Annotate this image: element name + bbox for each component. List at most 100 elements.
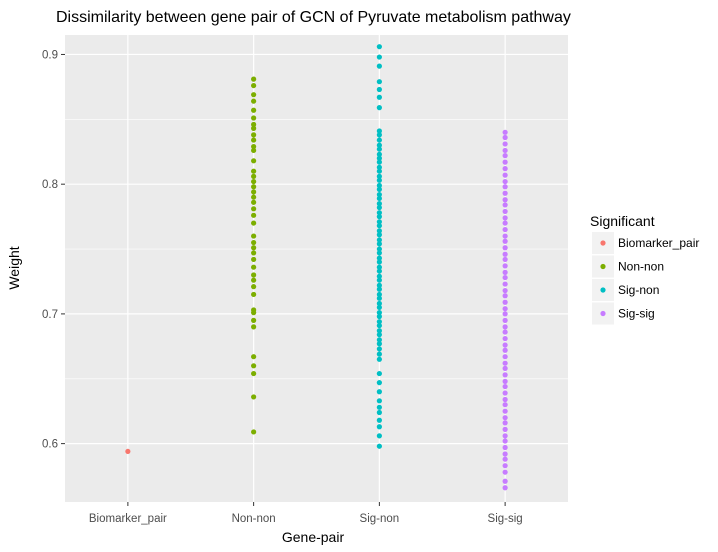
data-point xyxy=(502,153,508,159)
data-point xyxy=(502,233,508,239)
data-point xyxy=(376,300,382,307)
data-point xyxy=(376,142,382,148)
data-point xyxy=(376,128,382,134)
data-point xyxy=(251,245,257,251)
data-point xyxy=(376,310,382,316)
data-point xyxy=(376,443,382,449)
legend-label: Sig-sig xyxy=(618,307,655,321)
data-point xyxy=(376,159,382,165)
legend-label: Non-non xyxy=(618,260,664,274)
data-point xyxy=(376,210,382,216)
data-point xyxy=(502,238,508,244)
data-point xyxy=(376,214,382,220)
data-point xyxy=(502,329,508,335)
data-point xyxy=(502,383,508,390)
data-point xyxy=(502,245,508,251)
data-point xyxy=(376,291,382,298)
data-point xyxy=(376,164,382,170)
data-point xyxy=(376,273,382,279)
data-point xyxy=(251,206,257,212)
data-point xyxy=(376,186,382,192)
data-point xyxy=(502,360,508,366)
data-point xyxy=(251,212,257,218)
data-point xyxy=(376,219,382,225)
data-point xyxy=(125,448,131,455)
axis-ticks: 0.6 0.7 0.8 0.9 Biomarker_pair Non-non Sig-non… xyxy=(42,49,523,525)
data-point xyxy=(251,233,257,239)
data-point xyxy=(376,86,382,93)
data-point xyxy=(376,241,382,247)
data-point xyxy=(376,264,382,270)
data-point xyxy=(502,372,508,378)
data-point xyxy=(376,424,382,430)
data-point xyxy=(376,246,382,252)
data-point xyxy=(376,44,382,50)
data-point xyxy=(251,429,257,435)
data-point xyxy=(376,404,382,410)
data-point xyxy=(376,137,382,143)
data-point xyxy=(502,159,508,165)
data-point xyxy=(251,250,257,256)
data-point xyxy=(376,341,382,347)
data-point xyxy=(502,269,508,275)
data-point xyxy=(502,478,508,484)
data-point xyxy=(376,173,382,179)
data-point xyxy=(251,92,257,98)
data-point xyxy=(376,433,382,439)
x-tick-label: Sig-non xyxy=(360,513,400,525)
data-point xyxy=(251,272,257,278)
data-point xyxy=(502,190,508,196)
data-point xyxy=(251,277,257,283)
data-point xyxy=(251,199,257,205)
data-point xyxy=(376,105,382,111)
data-point xyxy=(502,317,508,323)
data-point xyxy=(376,223,382,229)
data-point xyxy=(376,277,382,283)
data-point xyxy=(376,191,382,198)
data-point xyxy=(376,346,382,352)
data-point xyxy=(502,263,508,269)
data-point xyxy=(376,328,382,334)
data-point xyxy=(251,137,257,143)
data-point xyxy=(502,256,508,263)
data-point xyxy=(502,287,508,294)
data-point xyxy=(376,295,382,301)
data-point xyxy=(502,208,508,215)
data-point xyxy=(376,195,382,202)
data-point xyxy=(502,311,508,317)
data-point xyxy=(502,354,508,360)
data-point xyxy=(502,485,508,491)
data-point xyxy=(502,226,508,233)
plot-panel xyxy=(65,35,568,502)
data-point xyxy=(376,370,382,377)
legend-label: Sig-non xyxy=(618,283,659,297)
legend-item: Biomarker_pair xyxy=(592,232,699,254)
data-point xyxy=(251,354,257,360)
data-point xyxy=(376,282,382,288)
data-point xyxy=(376,332,382,338)
data-point xyxy=(251,220,257,226)
data-point xyxy=(376,132,382,138)
data-point xyxy=(251,194,257,200)
data-point xyxy=(502,463,508,469)
data-point xyxy=(502,324,508,330)
legend: Significant Biomarker_pair Non-non Sig-non… xyxy=(590,213,699,325)
data-point xyxy=(251,284,257,290)
y-axis-title: Weight xyxy=(6,246,22,289)
data-point xyxy=(502,166,508,172)
legend-point xyxy=(600,240,606,246)
y-tick-label: 0.7 xyxy=(42,309,58,321)
data-point xyxy=(502,396,508,403)
data-point xyxy=(251,394,257,400)
series-sig-sig xyxy=(502,129,508,491)
data-point xyxy=(502,408,508,414)
data-point xyxy=(502,342,508,348)
data-point xyxy=(251,264,257,270)
data-point xyxy=(502,456,508,462)
data-point xyxy=(502,184,508,190)
data-point xyxy=(502,402,508,408)
series-non-non xyxy=(251,76,257,435)
data-point xyxy=(251,363,257,369)
data-point xyxy=(502,147,508,154)
data-point xyxy=(502,134,508,141)
